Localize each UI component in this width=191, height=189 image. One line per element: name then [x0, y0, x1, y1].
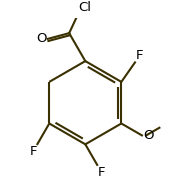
Text: F: F	[98, 166, 105, 179]
Text: O: O	[36, 32, 47, 45]
Text: F: F	[29, 145, 37, 158]
Text: F: F	[136, 49, 143, 62]
Text: Cl: Cl	[79, 1, 92, 14]
Text: O: O	[143, 129, 153, 142]
